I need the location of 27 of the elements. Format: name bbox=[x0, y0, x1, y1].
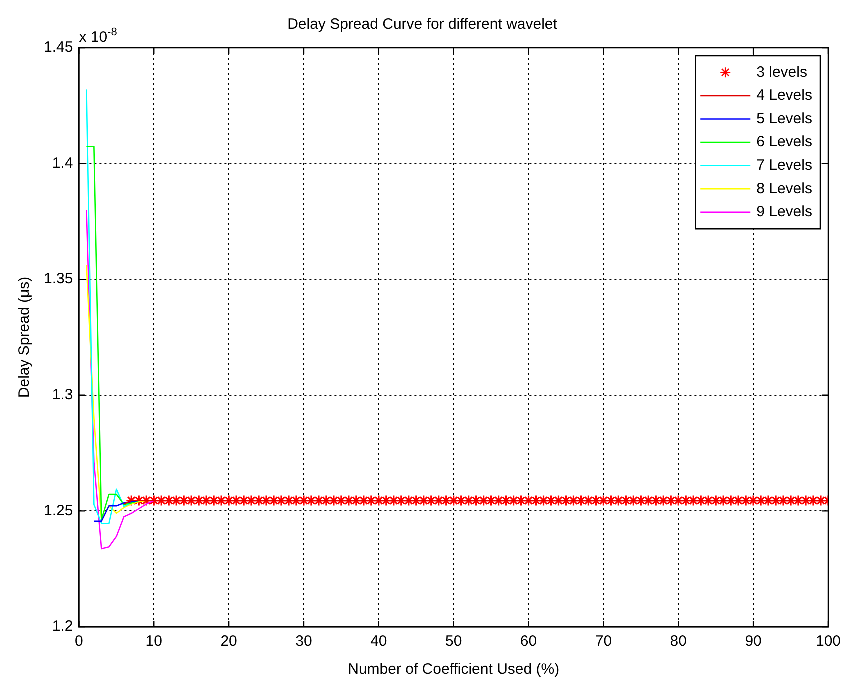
legend-label: 9 Levels bbox=[756, 204, 812, 221]
y-tick-label: 1.25 bbox=[44, 502, 74, 520]
y-tick-label: 1.2 bbox=[52, 618, 74, 636]
x-tick-label: 0 bbox=[75, 633, 84, 650]
x-tick-label: 20 bbox=[220, 633, 238, 650]
y-tick-label: 1.4 bbox=[52, 154, 74, 172]
x-tick-label: 40 bbox=[370, 633, 388, 650]
y-tick-label: 1.45 bbox=[44, 39, 74, 56]
x-tick-label: 80 bbox=[670, 633, 687, 650]
y-tick-label: 1.3 bbox=[52, 386, 74, 404]
x-tick-label: 100 bbox=[816, 633, 841, 650]
legend-label: 6 Levels bbox=[756, 134, 812, 151]
y-axis-title: Delay Spread (μs) bbox=[16, 276, 34, 398]
legend-label: 8 Levels bbox=[756, 180, 812, 198]
legend-label: 4 Levels bbox=[756, 87, 812, 104]
y-tick-label: 1.35 bbox=[44, 270, 74, 288]
x-tick-label: 30 bbox=[296, 633, 312, 650]
chart-title: Delay Spread Curve for different wavelet bbox=[288, 16, 558, 34]
x-tick-label: 70 bbox=[595, 633, 612, 650]
x-tick-label: 60 bbox=[520, 633, 538, 650]
x-axis-title: Number of Coefficient Used (%) bbox=[348, 661, 560, 678]
x-tick-label: 90 bbox=[745, 633, 762, 650]
x-tick-label: 50 bbox=[445, 633, 462, 650]
legend-label: 7 Levels bbox=[756, 156, 812, 174]
legend-label: 5 Levels bbox=[756, 110, 812, 128]
x-tick-label: 10 bbox=[146, 633, 162, 650]
legend-label: 3 levels bbox=[756, 64, 808, 81]
